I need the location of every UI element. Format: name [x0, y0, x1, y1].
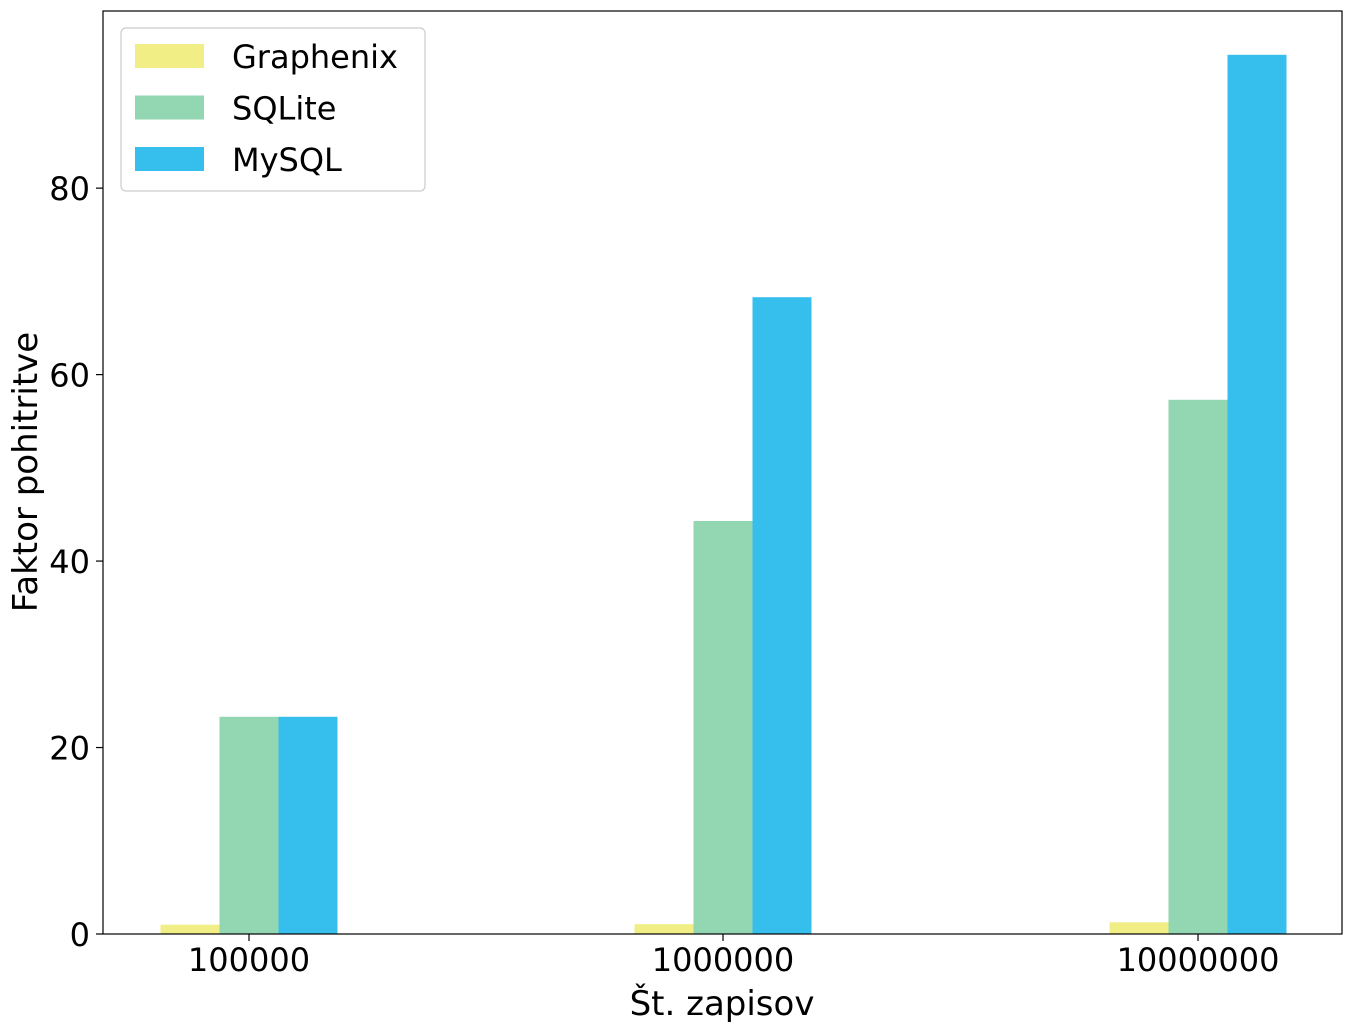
- bar-sqlite-100000: [219, 716, 279, 934]
- legend-label-graphenix: Graphenix: [232, 38, 398, 76]
- y-tick-label-60: 60: [49, 357, 90, 395]
- bar-mysql-10000000: [1227, 54, 1287, 935]
- bar-graphenix-10000000: [1109, 922, 1169, 934]
- bar-graphenix-100000: [160, 924, 220, 934]
- x-tick-label-1000000: 1000000: [652, 941, 795, 979]
- y-axis-label: Faktor pohitritve: [6, 332, 46, 612]
- legend-label-sqlite: SQLite: [232, 90, 336, 128]
- bar-sqlite-1000000: [693, 521, 753, 934]
- legend: Graphenix SQLite MySQL: [120, 27, 426, 192]
- bars-group: [160, 54, 1287, 935]
- bar-mysql-100000: [278, 716, 338, 934]
- y-axis: 0 20 40 60 80: [49, 170, 103, 954]
- y-tick-label-20: 20: [49, 730, 90, 768]
- legend-swatch-mysql: [135, 147, 204, 171]
- y-tick-label-40: 40: [49, 543, 90, 581]
- bar-sqlite-10000000: [1168, 399, 1228, 934]
- x-axis: 100000 1000000 10000000: [188, 934, 1280, 979]
- legend-label-mysql: MySQL: [232, 141, 342, 179]
- x-axis-label: Št. zapisov: [630, 983, 815, 1024]
- x-tick-label-10000000: 10000000: [1117, 941, 1280, 979]
- x-tick-label-100000: 100000: [188, 941, 310, 979]
- bar-graphenix-1000000: [634, 924, 694, 934]
- y-tick-label-80: 80: [49, 170, 90, 208]
- legend-swatch-sqlite: [135, 95, 204, 120]
- bar-mysql-1000000: [752, 297, 812, 934]
- y-tick-label-0: 0: [70, 916, 90, 954]
- legend-swatch-graphenix: [135, 44, 204, 68]
